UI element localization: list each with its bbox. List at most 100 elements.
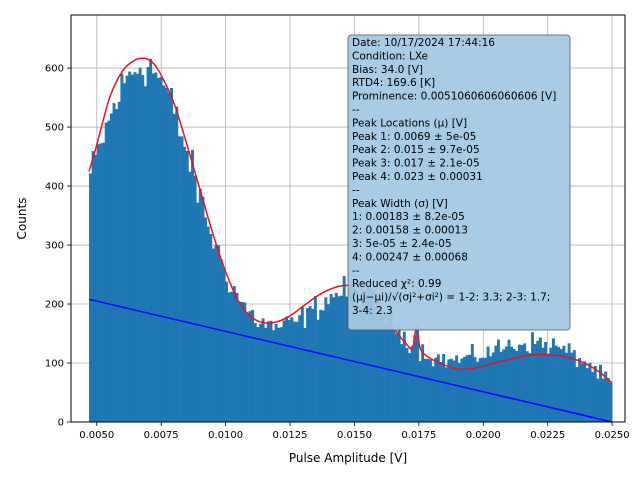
histogram-bar	[591, 371, 595, 422]
histogram-bar	[211, 248, 215, 422]
histogram-bar	[162, 85, 166, 422]
histogram-bar	[102, 142, 106, 422]
histogram-bar	[507, 339, 511, 422]
histogram-bar	[402, 331, 406, 422]
annotation-line: --	[352, 104, 360, 116]
histogram-bar	[549, 347, 553, 422]
histogram-bar	[157, 77, 160, 423]
histogram-bar	[363, 301, 367, 422]
histogram-bar	[285, 316, 289, 422]
histogram-bar	[447, 359, 451, 422]
histogram-bar	[109, 113, 113, 422]
histogram-bar	[329, 293, 333, 422]
histogram-bar	[300, 306, 304, 422]
annotation-line: Peak Width (σ) [V]	[352, 198, 448, 210]
plot-frame	[70, 14, 626, 423]
y-tick-label: 0	[58, 418, 64, 429]
histogram-bar	[533, 344, 537, 422]
histogram-bar	[238, 301, 242, 422]
histogram-bar	[295, 321, 299, 422]
histogram-bar	[604, 371, 608, 422]
annotation-line: Prominence: 0.0051060606060606 [V]	[352, 91, 556, 103]
histogram-bar	[172, 113, 176, 422]
annotation-line: Peak 1: 0.0069 ± 5e-05	[352, 131, 476, 143]
histogram-bar	[251, 309, 255, 422]
histogram-bar	[240, 302, 244, 422]
histogram-bar	[486, 346, 490, 422]
histogram-bar	[303, 327, 307, 422]
histogram-bar	[481, 357, 485, 422]
histogram-bar	[497, 339, 500, 422]
annotation-line: Condition: LXe	[352, 50, 428, 62]
histogram-bar	[557, 346, 561, 422]
histogram-bar	[96, 144, 100, 422]
histogram-bar	[146, 67, 150, 423]
histogram-bar	[361, 291, 364, 422]
histogram-bar	[478, 358, 482, 422]
histogram-bar	[431, 366, 435, 422]
histogram-bar	[266, 321, 270, 422]
histogram-bar	[455, 355, 459, 422]
histogram-bar	[308, 306, 312, 422]
x-tick-label: 0.0150	[337, 430, 372, 441]
histogram-bar	[434, 357, 438, 422]
histogram-bar	[410, 345, 414, 422]
histogram-bar	[123, 83, 126, 422]
histogram-bar	[115, 108, 119, 422]
y-axis-label: Counts	[15, 198, 29, 240]
histogram-bar	[225, 281, 228, 422]
x-tick-label: 0.0050	[79, 430, 114, 441]
histogram-bar	[413, 335, 417, 422]
y-tick-label: 200	[45, 300, 64, 311]
annotation-line: Bias: 34.0 [V]	[352, 64, 423, 76]
histogram-bar	[342, 276, 346, 422]
histogram-bar	[327, 304, 330, 422]
histogram-bar	[523, 343, 527, 422]
x-tick-label: 0.0225	[530, 430, 565, 441]
histogram-bar	[104, 122, 108, 422]
histogram-bar	[588, 362, 592, 422]
histogram-bar	[583, 361, 587, 422]
histogram-bar	[125, 75, 129, 422]
histogram-bar	[395, 333, 398, 422]
histogram-bar	[175, 106, 179, 423]
x-tick-label: 0.0075	[144, 430, 179, 441]
histogram-bars	[89, 58, 613, 423]
histogram-bar	[538, 337, 542, 422]
annotation-line: Peak 4: 0.023 ± 0.00031	[352, 171, 483, 183]
histogram-bar	[332, 297, 336, 422]
histogram-bar	[272, 330, 276, 422]
histogram-bar	[551, 338, 555, 422]
histogram-bar	[355, 289, 359, 422]
x-axis-ticks: 0.0050 0.0075 0.0100 0.0125 0.0150 0.0175 0.02…	[79, 422, 630, 441]
histogram-bar	[206, 226, 210, 422]
histogram-bar	[193, 175, 197, 422]
annotation-line: Reduced χ²: 0.99	[352, 278, 441, 290]
histogram-bar	[436, 354, 440, 422]
x-tick-label: 0.0175	[401, 430, 436, 441]
histogram-bar	[204, 217, 208, 422]
histogram-bar	[154, 72, 158, 423]
histogram-bar	[222, 267, 226, 422]
histogram-bar	[214, 244, 218, 422]
histogram-bar	[562, 345, 566, 422]
histogram-bar	[536, 340, 540, 422]
histogram-bar	[274, 323, 278, 422]
y-axis-ticks: 0 100 200 300 400 500 600	[45, 64, 71, 429]
histogram-bar	[554, 345, 558, 422]
histogram-bar	[306, 307, 310, 422]
histogram-bar	[528, 353, 532, 422]
histogram-bar	[170, 87, 174, 423]
histogram-bar	[423, 358, 427, 422]
annotation-line: Peak 3: 0.017 ± 2.1e-05	[352, 158, 480, 170]
histogram-bar	[570, 352, 574, 422]
histogram-bar	[572, 350, 576, 422]
histogram-bar	[371, 290, 375, 422]
histogram-bar	[94, 154, 98, 422]
histogram-bar	[151, 73, 155, 422]
histogram-bar	[120, 73, 124, 423]
histogram-bar	[426, 358, 430, 422]
histogram-bar	[253, 323, 257, 422]
histogram-bar	[217, 245, 221, 422]
histogram-bar	[149, 58, 153, 422]
